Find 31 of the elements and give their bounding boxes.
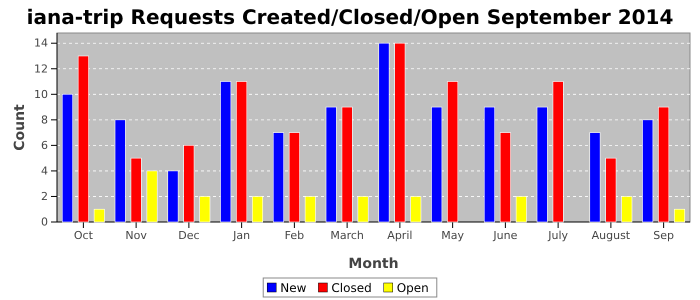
x-tick-label: Sep [653, 228, 674, 242]
legend-label: Open [396, 281, 429, 295]
bar [94, 208, 105, 222]
y-tick-label: 12 [34, 62, 48, 76]
x-axis-title: Month [348, 256, 399, 272]
y-tick-label: 6 [41, 138, 48, 152]
x-tick-label: April [387, 228, 412, 242]
y-tick-label: 2 [41, 190, 48, 203]
y-tick-label: 10 [34, 88, 48, 101]
bar [62, 94, 73, 222]
x-tick-label: August [592, 228, 631, 242]
x-tick-label: Nov [125, 228, 148, 242]
x-tick-label: Jan [232, 228, 250, 242]
bar [674, 208, 686, 222]
y-tick-label: 14 [34, 36, 48, 50]
chart-title: iana-trip Requests Created/Closed/Open September 2014 [26, 5, 674, 29]
x-tick-label: Dec [178, 228, 200, 242]
x-tick-label: Feb [284, 228, 304, 242]
x-tick-label: Oct [74, 228, 94, 242]
x-tick-label: June [492, 228, 518, 242]
x-tick-label: March [330, 228, 364, 242]
legend-label: New [280, 281, 307, 295]
legend-label: Closed [331, 281, 372, 295]
y-tick-label: 4 [41, 164, 48, 178]
bar [500, 132, 511, 222]
bar [236, 81, 248, 222]
x-tick-label: May [441, 228, 464, 242]
y-tick-label: 0 [41, 216, 48, 229]
y-tick-label: 8 [41, 113, 48, 126]
y-axis-title: Count [12, 104, 28, 151]
x-tick-label: July [547, 228, 568, 242]
